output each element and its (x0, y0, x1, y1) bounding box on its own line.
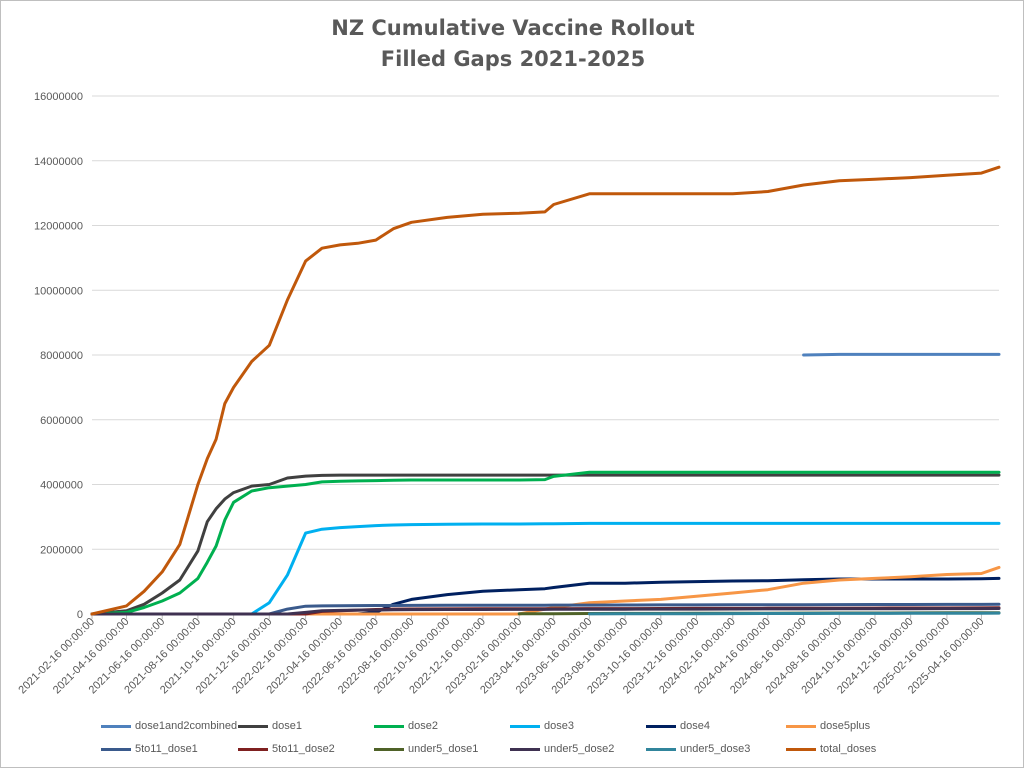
legend-swatch (374, 724, 404, 728)
legend-swatch (238, 747, 268, 751)
legend-swatch (786, 747, 816, 751)
y-tick-label: 4000000 (40, 480, 83, 492)
legend-swatch (101, 747, 131, 751)
legend-label: dose1 (272, 720, 302, 732)
series-line-dose2 (90, 470, 1001, 616)
legend-item-under5-dose1: under5_dose1 (374, 742, 478, 756)
legend-item-dose4: dose4 (646, 719, 710, 733)
legend-label: under5_dose2 (544, 743, 615, 755)
series-line-total-doses (90, 165, 1001, 616)
y-tick-label: 12000000 (34, 221, 83, 233)
legend-swatch (510, 724, 540, 728)
legend-item-5to11-dose1: 5to11_dose1 (101, 742, 198, 756)
legend-label: dose4 (680, 720, 710, 732)
legend-swatch (786, 724, 816, 728)
legend-label: under5_dose3 (680, 743, 751, 755)
legend-swatch (510, 747, 540, 751)
legend-swatch (374, 747, 404, 751)
legend-item-dose1: dose1 (238, 719, 302, 733)
y-tick-label: 14000000 (34, 156, 83, 168)
series-line-under5-dose3 (587, 611, 1001, 616)
legend-swatch (646, 747, 676, 751)
chart-subtitle: Filled Gaps 2021-2025 (380, 47, 646, 71)
legend-swatch (101, 724, 131, 728)
legend-label: 5to11_dose1 (135, 743, 198, 755)
legend-swatch (238, 724, 268, 728)
y-tick-label: 8000000 (40, 350, 83, 362)
y-tick-label: 6000000 (40, 415, 83, 427)
chart-title: NZ Cumulative Vaccine Rollout (331, 16, 695, 40)
legend-label: under5_dose1 (408, 743, 479, 755)
legend-label: dose1and2combined (135, 720, 238, 732)
y-tick-label: 2000000 (40, 544, 83, 556)
legend-item-dose5plus: dose5plus (786, 719, 870, 733)
legend-item-dose1and2combined: dose1and2combined (101, 719, 237, 733)
series-line-dose1and2combined (802, 352, 1001, 357)
legend-label: 5to11_dose2 (272, 743, 335, 755)
legend-label: dose3 (544, 720, 574, 732)
y-tick-label: 0 (77, 609, 83, 621)
legend-label: dose5plus (820, 720, 871, 732)
legend-item-under5-dose3: under5_dose3 (646, 742, 750, 756)
legend-item-5to11-dose2: 5to11_dose2 (238, 742, 335, 756)
legend-item-dose3: dose3 (510, 719, 574, 733)
legend-label: total_doses (820, 743, 877, 755)
y-tick-label: 16000000 (34, 91, 83, 103)
legend-label: dose2 (408, 720, 438, 732)
chart-title-block: NZ Cumulative Vaccine Rollout Filled Gap… (1, 13, 1024, 75)
y-tick-label: 10000000 (34, 285, 83, 297)
series-line-under5-dose2 (90, 607, 1001, 616)
legend-item-dose2: dose2 (374, 719, 438, 733)
series-line-dose1 (90, 473, 1001, 616)
legend-item-total-doses: total_doses (786, 742, 876, 756)
series-line-dose3 (90, 521, 1001, 616)
legend-item-under5-dose2: under5_dose2 (510, 742, 614, 756)
legend-swatch (646, 724, 676, 728)
